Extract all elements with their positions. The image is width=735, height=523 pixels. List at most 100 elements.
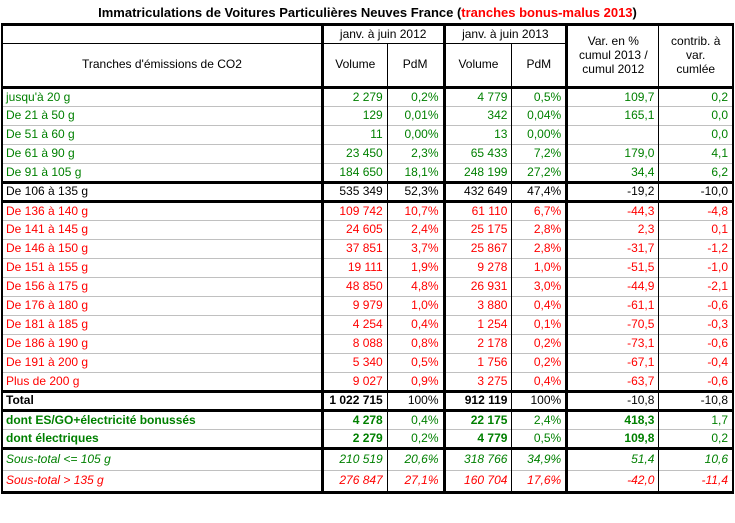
header-contribution: contrib. à var. cumlée bbox=[658, 24, 733, 88]
cell-volume-2012: 9 979 bbox=[322, 296, 388, 316]
cell-variation: -51,5 bbox=[566, 258, 660, 278]
row-label: De 181 à 185 g bbox=[2, 315, 324, 335]
cell-contribution: 4,1 bbox=[658, 144, 733, 164]
cell-contribution: -1,2 bbox=[658, 239, 733, 259]
cell-volume-2013: 13 bbox=[444, 125, 513, 145]
table-row: Total 1 022 715 100% 912 119 100% -10,8 -10,8 bbox=[2, 390, 733, 411]
cell-pdm-2013: 3,0% bbox=[511, 277, 569, 297]
co2-emissions-table: janv. à juin 2012 janv. à juin 2013 Var.… bbox=[1, 23, 734, 494]
cell-volume-2012: 9 027 bbox=[322, 372, 388, 392]
table-row: De 156 à 175 g 48 850 4,8% 26 931 3,0% -44,9-… bbox=[2, 277, 733, 297]
cell-pdm-2013: 17,6% bbox=[511, 470, 569, 493]
row-label: Sous-total > 135 g bbox=[2, 470, 324, 493]
cell-variation: 109,7 bbox=[566, 86, 660, 107]
table-row: De 151 à 155 g 19 111 1,9% 9 278 1,0% -51,5 -1… bbox=[2, 258, 733, 278]
row-label: De 146 à 150 g bbox=[2, 239, 324, 259]
cell-volume-2012: 23 450 bbox=[322, 144, 388, 164]
cell-contribution: -1,0 bbox=[658, 258, 733, 278]
cell-volume-2012: 19 111 bbox=[322, 258, 388, 278]
cell-pdm-2012: 4,8% bbox=[387, 277, 446, 297]
cell-volume-2012: 210 519 bbox=[322, 447, 388, 471]
cell-contribution: 1,7 bbox=[658, 409, 733, 430]
row-label: Total bbox=[2, 390, 324, 411]
row-label: De 141 à 145 g bbox=[2, 220, 324, 240]
row-label: De 51 à 60 g bbox=[2, 125, 324, 145]
cell-volume-2013: 9 278 bbox=[444, 258, 513, 278]
cell-volume-2012: 37 851 bbox=[322, 239, 388, 259]
table-row: dont électriques 2 279 0,2% 4 779 0,5% 109,8 0… bbox=[2, 429, 733, 449]
row-label: De 136 à 140 g bbox=[2, 200, 324, 221]
row-label: Plus de 200 g bbox=[2, 372, 324, 392]
cell-volume-2013: 912 119 bbox=[444, 390, 513, 411]
row-label: dont ES/GO+électricité bonussés bbox=[2, 409, 324, 430]
cell-variation: 418,3 bbox=[566, 409, 660, 430]
cell-pdm-2012: 10,7% bbox=[387, 200, 446, 221]
cell-pdm-2013: 0,1% bbox=[511, 315, 569, 335]
cell-volume-2013: 2 178 bbox=[444, 334, 513, 354]
cell-contribution: -0,6 bbox=[658, 334, 733, 354]
header-row-measures: Tranches d'émissions de CO2 Volume PdM V… bbox=[2, 43, 733, 88]
cell-variation: -44,9 bbox=[566, 277, 660, 297]
row-label: De 186 à 190 g bbox=[2, 334, 324, 354]
cell-pdm-2012: 1,9% bbox=[387, 258, 446, 278]
header-period-2013: janv. à juin 2013 bbox=[444, 24, 569, 44]
cell-pdm-2012: 0,9% bbox=[387, 372, 446, 392]
row-label: De 91 à 105 g bbox=[2, 163, 324, 183]
row-label: jusqu'à 20 g bbox=[2, 86, 324, 107]
cell-pdm-2013: 2,4% bbox=[511, 409, 569, 430]
cell-volume-2012: 4 254 bbox=[322, 315, 388, 335]
table-row: De 21 à 50 g 129 0,01% 342 0,04% 165,1 0,0 bbox=[2, 106, 733, 126]
cell-variation: -73,1 bbox=[566, 334, 660, 354]
header-row-periods: janv. à juin 2012 janv. à juin 2013 Var.… bbox=[2, 24, 733, 88]
row-label: Sous-total <= 105 g bbox=[2, 447, 324, 471]
cell-volume-2013: 25 175 bbox=[444, 220, 513, 240]
cell-contribution: -11,4 bbox=[658, 470, 733, 493]
cell-variation: -61,1 bbox=[566, 296, 660, 316]
cell-contribution: -4,8 bbox=[658, 200, 733, 221]
cell-pdm-2012: 2,4% bbox=[387, 220, 446, 240]
cell-pdm-2012: 1,0% bbox=[387, 296, 446, 316]
cell-variation: -42,0 bbox=[566, 470, 660, 493]
row-label: De 21 à 50 g bbox=[2, 106, 324, 126]
cell-volume-2012: 535 349 bbox=[322, 181, 388, 202]
cell-pdm-2012: 3,7% bbox=[387, 239, 446, 259]
cell-volume-2013: 318 766 bbox=[444, 447, 513, 471]
cell-volume-2012: 109 742 bbox=[322, 200, 388, 221]
cell-variation: -10,8 bbox=[566, 390, 660, 411]
cell-contribution: 0,1 bbox=[658, 220, 733, 240]
cell-pdm-2013: 0,4% bbox=[511, 372, 569, 392]
cell-volume-2013: 248 199 bbox=[444, 163, 513, 183]
cell-contribution: 0,2 bbox=[658, 429, 733, 449]
cell-volume-2013: 160 704 bbox=[444, 470, 513, 493]
cell-volume-2013: 22 175 bbox=[444, 409, 513, 430]
cell-variation: 165,1 bbox=[566, 106, 660, 126]
cell-variation: -44,3 bbox=[566, 200, 660, 221]
cell-variation: 34,4 bbox=[566, 163, 660, 183]
cell-contribution: -0,6 bbox=[658, 296, 733, 316]
cell-variation: 2,3 bbox=[566, 220, 660, 240]
row-label: De 151 à 155 g bbox=[2, 258, 324, 278]
cell-pdm-2013: 0,00% bbox=[511, 125, 569, 145]
title-highlight: tranches bonus-malus 2013 bbox=[461, 5, 633, 20]
cell-pdm-2012: 0,00% bbox=[387, 125, 446, 145]
cell-pdm-2013: 1,0% bbox=[511, 258, 569, 278]
cell-volume-2013: 4 779 bbox=[444, 86, 513, 107]
cell-pdm-2012: 0,01% bbox=[387, 106, 446, 126]
cell-volume-2012: 2 279 bbox=[322, 86, 388, 107]
cell-pdm-2012: 18,1% bbox=[387, 163, 446, 183]
cell-pdm-2013: 100% bbox=[511, 390, 569, 411]
cell-contribution: 6,2 bbox=[658, 163, 733, 183]
cell-variation: -31,7 bbox=[566, 239, 660, 259]
header-empty-cell bbox=[2, 24, 324, 44]
cell-volume-2012: 184 650 bbox=[322, 163, 388, 183]
cell-volume-2013: 26 931 bbox=[444, 277, 513, 297]
header-pdm-2013: PdM bbox=[511, 43, 569, 88]
cell-pdm-2012: 0,8% bbox=[387, 334, 446, 354]
cell-pdm-2012: 20,6% bbox=[387, 447, 446, 471]
row-label: De 106 à 135 g bbox=[2, 181, 324, 202]
cell-volume-2013: 3 880 bbox=[444, 296, 513, 316]
